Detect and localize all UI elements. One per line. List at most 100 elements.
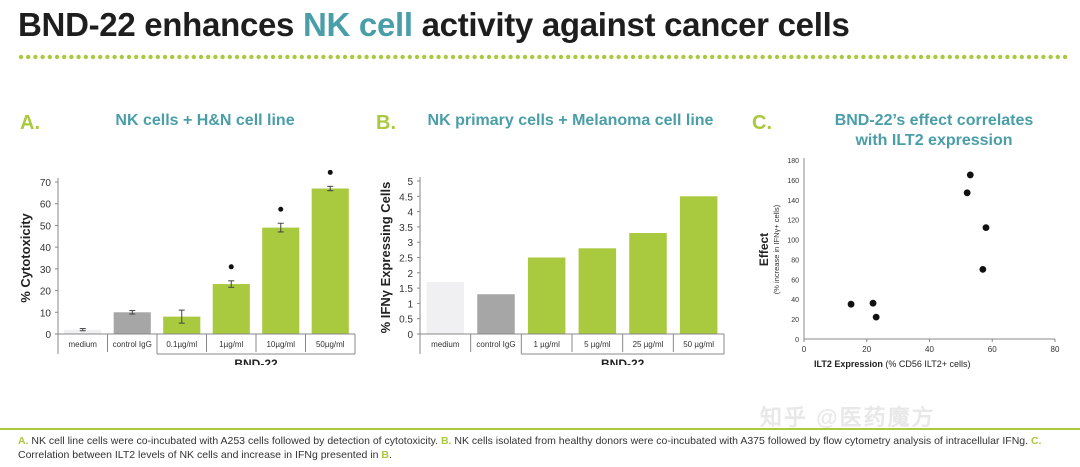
chart-a-bar <box>163 316 201 334</box>
divider-dot <box>918 54 924 60</box>
divider-dot <box>486 54 492 60</box>
divider-dot <box>522 54 528 60</box>
divider-dot <box>479 54 484 60</box>
divider-dot <box>1026 54 1032 60</box>
chart-b-y-tick-label: 4.5 <box>399 192 413 203</box>
divider-dot <box>947 54 952 60</box>
chart-c-y-tick-label: 0 <box>795 337 799 344</box>
chart-a-y-tick-label: 20 <box>40 287 52 298</box>
chart-b-bar <box>578 248 617 334</box>
chart-c-x-label-main: ILT2 Expression <box>814 359 883 369</box>
divider-dot <box>566 54 571 60</box>
divider-dot <box>263 54 268 60</box>
chart-a-category-label: 50µg/ml <box>316 340 345 349</box>
divider-dot <box>342 54 348 60</box>
chart-c-x-tick-label: 40 <box>925 345 934 354</box>
divider-dot <box>155 54 160 60</box>
chart-a-cytotoxicity: 0 10 20 30 40 50 60 70 medium control IgG 0.1µg/ml… <box>18 169 356 365</box>
divider-dot <box>292 54 297 60</box>
chart-b-x-axis-label: BND-22 <box>601 357 645 365</box>
chart-c-x-label-sub: (% CD56 ILT2+ cells) <box>883 359 971 369</box>
divider-dot <box>270 54 276 60</box>
watermark: 知乎 @医药魔方 <box>760 405 936 430</box>
chart-a-category-label: 1µg/ml <box>219 340 243 349</box>
footer-end-key: B <box>381 449 390 461</box>
divider-dot <box>609 54 614 60</box>
chart-c-point <box>847 300 855 308</box>
divider-dot <box>767 54 772 60</box>
divider-dot <box>386 54 391 60</box>
chart-a-y-axis-label: % Cytotoxicity <box>18 212 33 302</box>
divider-dot <box>911 54 916 60</box>
divider-dot <box>400 54 405 60</box>
panel-b-title: NK primary cells + Melanoma cell line <box>427 112 714 129</box>
divider-dot <box>587 54 592 60</box>
divider-dot <box>119 54 125 60</box>
divider-dot <box>184 54 189 60</box>
divider-dot <box>674 54 679 60</box>
title-part2: activity against cancer cells <box>412 6 850 43</box>
divider-dot <box>170 54 175 60</box>
chart-a-significance-dot <box>228 264 234 270</box>
chart-c-x-tick-label: 0 <box>802 345 807 354</box>
divider-dot <box>429 54 434 60</box>
divider-dot <box>825 54 830 60</box>
divider-dot <box>436 54 441 60</box>
divider-dot <box>321 54 326 60</box>
chart-a-bar <box>212 284 250 334</box>
divider-dot <box>724 54 729 60</box>
chart-b-y-tick-label: 2.5 <box>399 254 413 265</box>
chart-c-y-axis-label: Effect <box>757 233 771 266</box>
divider-dot <box>638 54 643 60</box>
chart-a-y-tick-label: 70 <box>40 178 52 189</box>
chart-a-y-tick-label: 50 <box>40 221 52 232</box>
chart-b-y-tick-label: 3 <box>407 238 413 249</box>
chart-c-scatter: 0 20 40 60 80 100 120 140 160 180 0 20 40 60 80 ILT2 Ex… <box>757 158 1060 369</box>
divider-dot <box>1062 54 1068 60</box>
divider-dot <box>1041 54 1046 60</box>
divider-dot <box>962 54 967 60</box>
divider-dot <box>105 54 110 60</box>
chart-a-x-axis-label: BND-22 <box>234 357 278 365</box>
divider-dot <box>357 54 362 60</box>
chart-a-bar <box>64 329 102 334</box>
divider-dot <box>141 54 146 60</box>
divider-dot <box>580 54 585 60</box>
chart-b-category-label: 1 µg/ml <box>533 340 560 349</box>
chart-c-y-tick-label: 180 <box>787 158 799 165</box>
divider-dot <box>890 54 895 60</box>
divider-dot <box>558 54 564 60</box>
divider-dot <box>760 54 765 60</box>
chart-c-x-tick-label: 20 <box>862 345 871 354</box>
chart-c-point <box>869 299 877 307</box>
panel-c-title-line1: BND-22’s effect correlates <box>834 112 1034 129</box>
title-highlight: NK cell <box>302 6 413 43</box>
divider-dot <box>83 54 89 60</box>
divider-dot <box>285 54 290 60</box>
divider-dot <box>422 54 427 60</box>
divider-dot <box>810 54 816 60</box>
divider-dot <box>551 54 556 60</box>
divider-dot <box>602 54 607 60</box>
divider-dot <box>26 54 31 60</box>
divider-dot <box>198 54 204 60</box>
divider-dot <box>983 54 988 60</box>
divider-dot <box>645 54 650 60</box>
divider-dot <box>299 54 304 60</box>
divider-dot <box>616 54 621 60</box>
divider-dot <box>666 54 672 60</box>
divider-dot <box>458 54 463 60</box>
chart-b-bar <box>629 233 667 334</box>
divider-dot <box>335 54 340 60</box>
divider-dot <box>126 54 132 60</box>
divider-dot <box>364 54 369 60</box>
divider-dot <box>450 54 456 60</box>
divider-dot <box>191 54 196 60</box>
chart-c-y-tick-label: 140 <box>787 198 799 205</box>
divider-dot <box>112 54 117 60</box>
divider-dot <box>897 54 902 60</box>
divider-dot <box>1034 54 1039 60</box>
chart-b-bar <box>527 257 566 334</box>
chart-a-significance-dot <box>327 169 333 175</box>
panel-a-title: NK cells + H&N cell line <box>115 112 295 129</box>
